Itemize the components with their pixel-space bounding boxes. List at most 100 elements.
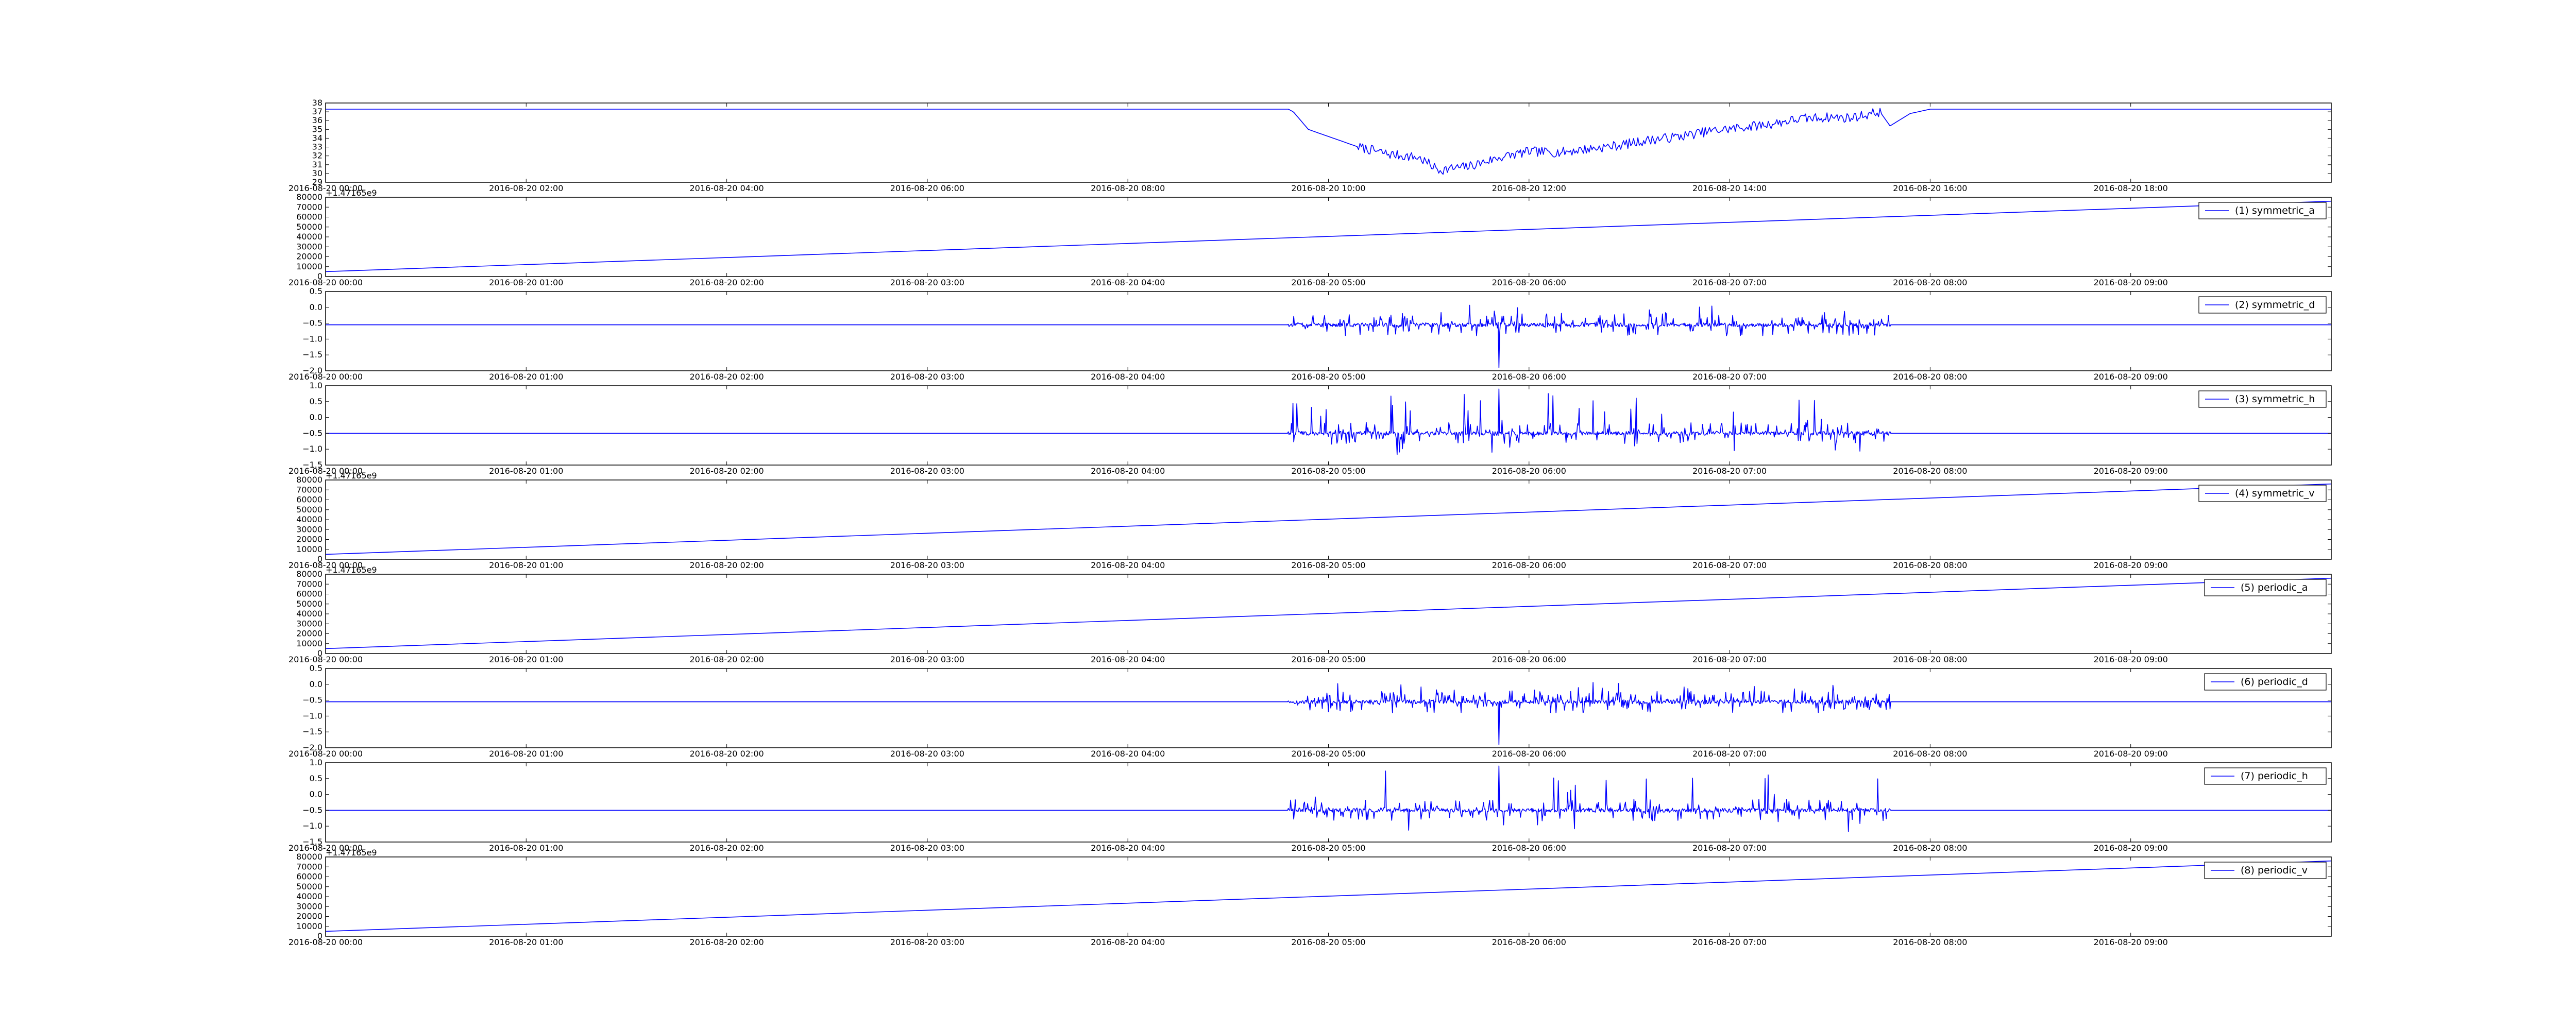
xtick-label: 2016-08-20 00:00 (289, 372, 363, 382)
xtick-label: 2016-08-20 04:00 (1091, 466, 1165, 476)
xtick-label: 2016-08-20 05:00 (1291, 560, 1365, 570)
xtick-label: 2016-08-20 02:00 (690, 749, 764, 759)
ytick-label: 30000 (296, 524, 323, 534)
xtick-label: 2016-08-20 06:00 (1492, 466, 1566, 476)
ytick-label: −1.0 (302, 821, 323, 831)
subplot-9: 0100002000030000400005000060000700008000… (289, 848, 2332, 947)
legend-label: (7) periodic_h (2241, 770, 2308, 782)
series-line-9 (326, 860, 2331, 932)
subplot-8: −1.5 −1.0 −0.5 0.0 0.5 1.0 2016-08-20 00:00 201… (289, 758, 2332, 853)
ytick-label: −0.5 (302, 318, 323, 328)
ytick-label: 32 (312, 151, 323, 161)
xtick-label: 2016-08-20 06:00 (890, 183, 964, 193)
xtick-label: 2016-08-20 00:00 (289, 183, 363, 193)
legend-box (2198, 485, 2327, 502)
xtick-label: 2016-08-20 06:00 (1492, 749, 1566, 759)
xtick-label: 2016-08-20 05:00 (1291, 655, 1365, 664)
xtick-label: 2016-08-20 00:00 (289, 843, 363, 853)
xtick-label: 2016-08-20 01:00 (489, 372, 563, 382)
ytick-label: 0.5 (310, 663, 323, 673)
xtick-label: 2016-08-20 01:00 (489, 560, 563, 570)
xtick-label: 2016-08-20 04:00 (1091, 278, 1165, 287)
ytick-label: 20000 (296, 535, 323, 544)
ytick-label: 10000 (296, 921, 323, 931)
ytick-label: −1.0 (302, 334, 323, 344)
ytick-label: 80000 (296, 569, 323, 579)
ytick-label: 80000 (296, 192, 323, 202)
ytick-label: 0 (317, 271, 323, 281)
ytick-label: −1.5 (302, 460, 323, 470)
ytick-label: −1.5 (302, 350, 323, 359)
ytick-label: 40000 (296, 232, 323, 242)
legend-3: (2) symmetric_d (2198, 296, 2327, 314)
xtick-label: 2016-08-20 02:00 (489, 183, 563, 193)
xtick-label: 2016-08-20 01:00 (489, 937, 563, 947)
xtick-label: 2016-08-20 08:00 (1893, 372, 1967, 382)
xtick-label: 2016-08-20 08:00 (1091, 183, 1165, 193)
ytick-label: 10000 (296, 544, 323, 554)
xtick-label: 2016-08-20 08:00 (1893, 278, 1967, 287)
xtick-label: 2016-08-20 02:00 (690, 560, 764, 570)
ytick-label: 40000 (296, 514, 323, 524)
ytick-label: 30 (312, 168, 323, 178)
xtick-label: 2016-08-20 09:00 (2094, 937, 2168, 947)
subplot-3: −2.0 −1.5 −1.0 −0.5 0.0 0.5 2016-08-20 00:00 20… (289, 286, 2332, 382)
xtick-label: 2016-08-20 10:00 (1291, 183, 1365, 193)
ytick-label: 0.0 (310, 302, 323, 312)
xtick-label: 2016-08-20 07:00 (1692, 843, 1767, 853)
legend-label: (1) symmetric_a (2235, 205, 2315, 216)
xtick-label: 2016-08-20 05:00 (1291, 466, 1365, 476)
xtick-label: 2016-08-20 05:00 (1291, 937, 1365, 947)
ytick-label: 0.0 (310, 413, 323, 422)
ytick-label: 50000 (296, 599, 323, 609)
ytick-label: 60000 (296, 589, 323, 599)
ytick-label: 0.5 (310, 774, 323, 783)
xtick-label: 2016-08-20 08:00 (1893, 937, 1967, 947)
xtick-label: 2016-08-20 04:00 (1091, 843, 1165, 853)
xtick-label: 2016-08-20 06:00 (1492, 278, 1566, 287)
ytick-label: 0 (317, 554, 323, 564)
ytick-label: 10000 (296, 639, 323, 648)
xtick-label: 2016-08-20 05:00 (1291, 278, 1365, 287)
xtick-label: 2016-08-20 06:00 (1492, 560, 1566, 570)
ytick-label: 30000 (296, 901, 323, 911)
xtick-label: 2016-08-20 05:00 (1291, 749, 1365, 759)
subplot-2: 0100002000030000400005000060000700008000… (289, 188, 2332, 287)
ytick-label: 60000 (296, 495, 323, 505)
xtick-label: 2016-08-20 00:00 (289, 278, 363, 287)
series-line-6 (326, 577, 2331, 649)
series-line-7 (326, 682, 2331, 745)
ytick-label: 80000 (296, 852, 323, 862)
ytick-label: 1.0 (310, 381, 323, 390)
ytick-label: 70000 (296, 485, 323, 494)
ytick-label: 30000 (296, 619, 323, 628)
ytick-label: −0.5 (302, 695, 323, 705)
offset-text: +1.47165e9 (326, 188, 377, 198)
xtick-label: 2016-08-20 08:00 (1893, 843, 1967, 853)
xtick-label: 2016-08-20 06:00 (1492, 655, 1566, 664)
xtick-label: 2016-08-20 00:00 (289, 749, 363, 759)
xtick-label: 2016-08-20 06:00 (1492, 372, 1566, 382)
ytick-label: −0.5 (302, 805, 323, 815)
xtick-label: 2016-08-20 02:00 (690, 466, 764, 476)
xtick-label: 2016-08-20 08:00 (1893, 560, 1967, 570)
series-line-4 (326, 388, 2331, 455)
xtick-label: 2016-08-20 04:00 (1091, 749, 1165, 759)
xtick-label: 2016-08-20 07:00 (1692, 560, 1767, 570)
xtick-label: 2016-08-20 09:00 (2094, 655, 2168, 664)
ytick-label: 50000 (296, 505, 323, 514)
xtick-label: 2016-08-20 01:00 (489, 843, 563, 853)
xtick-label: 2016-08-20 04:00 (1091, 937, 1165, 947)
xtick-label: 2016-08-20 09:00 (2094, 278, 2168, 287)
xtick-label: 2016-08-20 03:00 (890, 278, 964, 287)
series-line-1 (326, 108, 2331, 175)
legend-label: (8) periodic_v (2241, 865, 2308, 876)
xtick-label: 2016-08-20 05:00 (1291, 843, 1365, 853)
xtick-label: 2016-08-20 04:00 (1091, 655, 1165, 664)
xtick-label: 2016-08-20 14:00 (1692, 183, 1767, 193)
ytick-label: −1.5 (302, 837, 323, 847)
legend-4: (3) symmetric_h (2198, 390, 2327, 408)
xtick-label: 2016-08-20 03:00 (890, 372, 964, 382)
